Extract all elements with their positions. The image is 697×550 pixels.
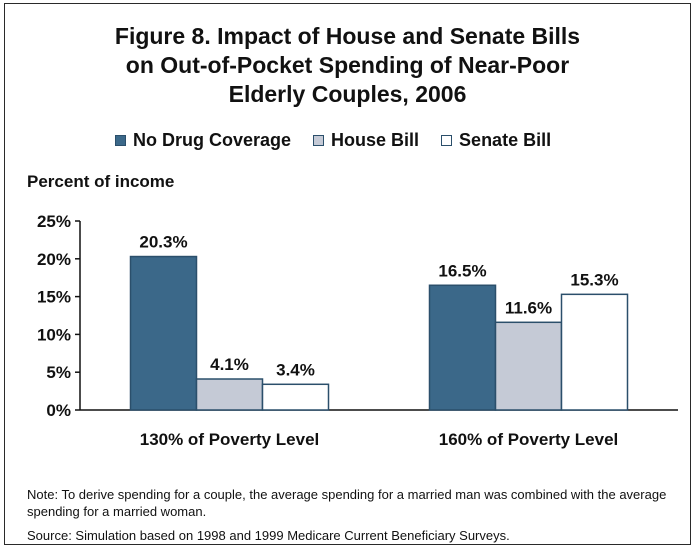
bar-senate-bill-2 [560, 293, 629, 411]
data-label: 3.4% [276, 360, 315, 379]
x-category-label: 130% of Poverty Level [140, 430, 320, 449]
bar-no-drug-coverage-1 [129, 255, 198, 411]
data-label: 11.6% [505, 298, 552, 317]
y-tick-label: 5% [46, 363, 71, 382]
legend-item-house-bill: House Bill [313, 130, 419, 151]
legend-label: No Drug Coverage [133, 130, 292, 150]
data-labels: 20.3% 4.1% 3.4% 16.5% 11.6% 15.3% [139, 233, 618, 380]
bars [129, 255, 629, 411]
legend-swatch-no-drug-coverage [115, 135, 126, 146]
legend-item-senate-bill: Senate Bill [441, 130, 551, 151]
y-tick-label: 0% [46, 401, 71, 420]
legend-label: Senate Bill [459, 130, 552, 150]
title-line-1: Figure 8. Impact of House and Senate Bil… [114, 23, 581, 49]
legend-item-no-drug-coverage: No Drug Coverage [115, 130, 291, 151]
bar-house-bill-1 [195, 378, 264, 411]
data-label: 4.1% [210, 355, 249, 374]
source-text: Source: Simulation based on 1998 and 199… [27, 528, 510, 543]
data-label: 15.3% [570, 270, 618, 289]
y-tick-label: 10% [37, 325, 71, 344]
bar-senate-bill-1 [261, 383, 330, 411]
figure-frame: Figure 8. Impact of House and Senate Bil… [4, 3, 691, 545]
x-category-label: 160% of Poverty Level [439, 430, 619, 449]
bar-no-drug-coverage-2 [428, 284, 497, 411]
chart-legend: No Drug Coverage House Bill Senate Bill [115, 130, 551, 151]
y-tick-label: 20% [37, 250, 71, 269]
y-axis-label: Percent of income [27, 172, 175, 191]
title-line-2: on Out-of-Pocket Spending of Near-Poor [125, 52, 570, 78]
data-label: 20.3% [139, 233, 187, 252]
data-label: 16.5% [438, 261, 486, 280]
y-tick-label: 15% [37, 288, 71, 307]
legend-label: House Bill [331, 130, 420, 150]
bar-house-bill-2 [494, 321, 563, 411]
chart-title: Figure 8. Impact of House and Senate Bil… [5, 22, 690, 109]
x-axis-categories: 130% of Poverty Level 160% of Poverty Lev… [140, 430, 619, 449]
note-text: Note: To derive spending for a couple, t… [27, 487, 667, 519]
legend-swatch-house-bill [313, 135, 325, 146]
title-line-3: Elderly Couples, 2006 [228, 81, 467, 107]
legend-swatch-senate-bill [441, 135, 453, 146]
y-tick-label: 25% [37, 212, 71, 231]
